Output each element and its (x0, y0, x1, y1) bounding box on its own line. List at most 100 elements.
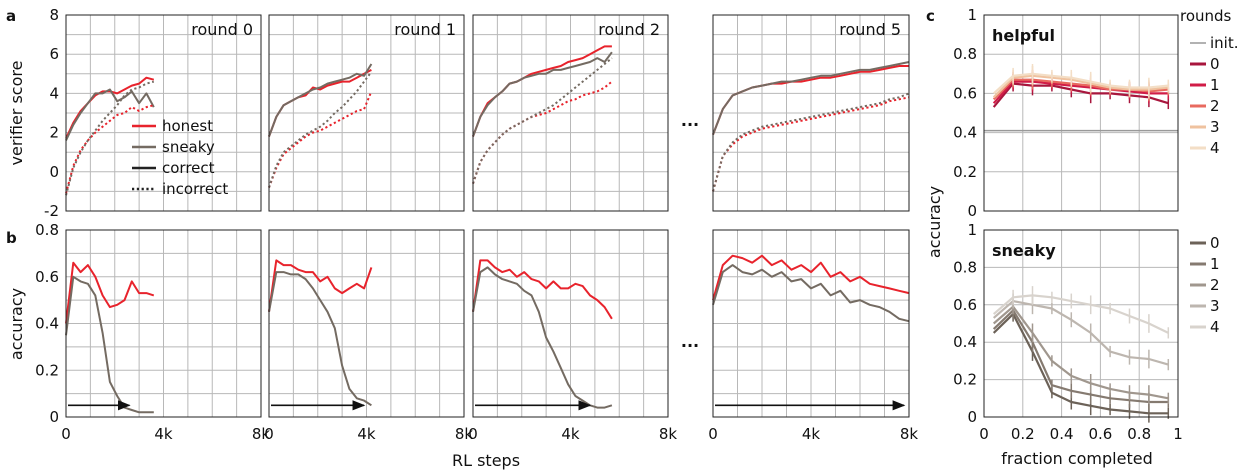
b2-xtick-2: 8k (659, 425, 678, 443)
c-helpful-ytick-3: 0.6 (953, 84, 977, 102)
a-ytick-2: 2 (49, 124, 59, 142)
c-sneaky-ytick-3: 0.6 (953, 296, 977, 314)
c-sneaky-series-3 (992, 300, 1169, 366)
b3-series-sneaky (712, 264, 910, 323)
b2-xtick-1: 4k (561, 425, 580, 443)
b1-series-sneaky (268, 271, 372, 407)
b1-frame (268, 229, 465, 418)
c-sneaky-xtick-4: 0.8 (1127, 425, 1151, 443)
c-helpful-series-1 (992, 80, 1169, 104)
a3-series-sneaky-incorrect (712, 92, 910, 192)
a1-series-honest-incorrect (268, 91, 373, 188)
c-sneaky-ytick-4: 0.8 (953, 258, 977, 276)
labels-layer: round 0 -2 0 2 4 6 8 round 1 round 2 round 5 hones… (35, 6, 1238, 443)
a2-round-title: round 2 (598, 20, 660, 39)
b1-series-honest (268, 259, 373, 312)
legend-c-sneaky-label-3: 3 (1210, 297, 1220, 315)
panel-label-a: a (6, 7, 16, 25)
legend-c-sneaky-label-1: 1 (1210, 255, 1220, 273)
b1-xtick-2: 8k (455, 425, 474, 443)
c-sneaky-ytick-0: 0 (967, 408, 977, 426)
b0-series-honest (65, 261, 155, 324)
a2-series-honest-correct (472, 45, 612, 137)
b3-xtick-2: 8k (900, 425, 919, 443)
panel-label-c: c (926, 7, 935, 25)
legend-a-label-0: honest (162, 117, 213, 135)
a2-frame (472, 14, 669, 212)
b3-xtick-1: 4k (802, 425, 821, 443)
b-ytick-0: 0 (49, 408, 59, 426)
c-sneaky-series-1 (992, 309, 1169, 404)
xlabel-rl-steps: RL steps (452, 451, 520, 470)
ylabel-accuracy-b: accuracy (7, 288, 26, 360)
a0-frame (65, 14, 262, 212)
legend-c-helpful-label-5: 4 (1210, 139, 1220, 157)
a0-round-title: round 0 (191, 20, 253, 39)
c-sneaky-frame (983, 229, 1179, 418)
legend-a-label-1: sneaky (162, 138, 215, 156)
b3-frame (712, 229, 910, 418)
xlabel-fraction-completed: fraction completed (1001, 449, 1152, 468)
ellipsis-a: ... (681, 111, 699, 130)
series-layer (65, 45, 1178, 423)
c-helpful-ytick-1: 0.2 (953, 163, 977, 181)
b-ytick-2: 0.4 (35, 315, 59, 333)
c-helpful-series-3 (992, 74, 1169, 99)
a1-frame (268, 14, 465, 212)
b-ytick-3: 0.6 (35, 268, 59, 286)
b0-xtick-1: 4k (154, 425, 173, 443)
ylabel-accuracy-c: accuracy (925, 186, 944, 258)
b2-series-sneaky (472, 266, 613, 409)
ellipsis-b: ... (681, 332, 699, 351)
c-sneaky-ytick-5: 1 (967, 221, 977, 239)
gridlines-layer (65, 14, 1179, 418)
legend-c-sneaky-label-4: 4 (1210, 318, 1220, 336)
legend-a-label-2: correct (162, 159, 215, 177)
b3-series-honest (712, 254, 910, 301)
c-sneaky-ytick-2: 0.4 (953, 333, 977, 351)
legend-c-title: rounds (1180, 7, 1232, 25)
b0-xtick-2: 8k (252, 425, 271, 443)
b0-frame (65, 229, 262, 418)
c-sneaky-ytick-1: 0.2 (953, 371, 977, 389)
a0-series-sneaky-correct (65, 88, 155, 141)
frames-layer (65, 14, 1179, 418)
c-sneaky-series-0 (992, 313, 1169, 415)
a3-frame (712, 14, 910, 212)
c-helpful-frame (983, 14, 1179, 212)
b1-xtick-1: 4k (357, 425, 376, 443)
a2-series-sneaky-correct (472, 51, 613, 137)
a0-series-honest-correct (65, 76, 155, 139)
c-helpful-panel-title: helpful (992, 26, 1055, 45)
c-sneaky-series-4 (992, 294, 1169, 334)
b-ytick-1: 0.2 (35, 361, 59, 379)
c-sneaky-xtick-2: 0.4 (1050, 425, 1074, 443)
legend-c-helpful-label-3: 2 (1210, 97, 1220, 115)
c-helpful-series-4 (992, 72, 1169, 95)
c-sneaky-xtick-0: 0 (979, 425, 989, 443)
a0-series-honest-incorrect (65, 104, 155, 194)
b1-xtick-0: 0 (264, 425, 274, 443)
a1-series-sneaky-incorrect (268, 71, 373, 188)
b2-xtick-0: 0 (468, 425, 478, 443)
b-ytick-4: 0.8 (35, 221, 59, 239)
a-ytick-4: 6 (49, 45, 59, 63)
b2-series-honest (472, 259, 613, 320)
legend-c-sneaky-label-2: 2 (1210, 276, 1220, 294)
a1-round-title: round 1 (394, 20, 456, 39)
c-helpful-ytick-2: 0.4 (953, 124, 977, 142)
c-helpful-series-0 (992, 82, 1169, 108)
legend-c-helpful-label-2: 1 (1210, 76, 1220, 94)
a0-series-sneaky-incorrect (65, 80, 155, 196)
c-sneaky-xtick-5: 1 (1173, 425, 1183, 443)
a2-series-sneaky-incorrect (472, 57, 613, 184)
ylabel-verifier-score: verifier score (7, 61, 26, 166)
b2-frame (472, 229, 669, 418)
legend-c-helpful-label-1: 0 (1210, 55, 1220, 73)
a3-round-title: round 5 (839, 20, 901, 39)
legend-a-label-3: incorrect (162, 180, 228, 198)
a-ytick-3: 4 (49, 84, 59, 102)
b3-xtick-0: 0 (708, 425, 718, 443)
legend-c-sneaky-label-0: 0 (1210, 234, 1220, 252)
